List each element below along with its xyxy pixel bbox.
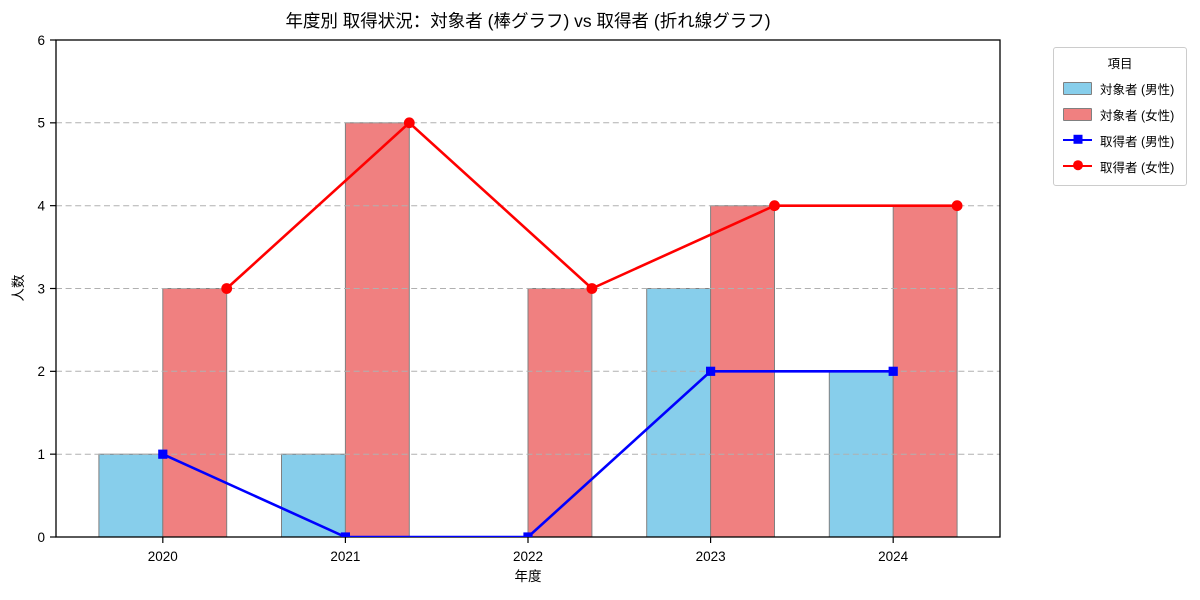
line-female-swatch xyxy=(1063,160,1092,173)
y-tick-label-6: 6 xyxy=(37,33,45,48)
x-tick-label-2024: 2024 xyxy=(878,549,909,564)
legend-title: 項目 xyxy=(1107,57,1133,71)
marker-0-2022 xyxy=(523,532,533,537)
marker-0-2024 xyxy=(888,366,898,376)
line-male-swatch xyxy=(1063,134,1092,147)
legend-label-bar-male: 対象者 (男性) xyxy=(1100,82,1175,97)
legend-item-line-female: 取得者 (女性) xyxy=(1054,153,1186,179)
circle-marker-icon xyxy=(1072,160,1083,171)
x-tick-label-2022: 2022 xyxy=(513,549,543,564)
legend-item-line-male: 取得者 (男性) xyxy=(1054,127,1186,153)
y-tick-label-1: 1 xyxy=(37,447,45,462)
bar-male-swatch xyxy=(1063,81,1092,95)
marker-1-2024 xyxy=(951,200,963,212)
y-tick-label-5: 5 xyxy=(37,116,45,131)
x-tick-label-2023: 2023 xyxy=(696,549,726,564)
x-axis-label: 年度 xyxy=(514,569,542,584)
y-axis-label: 人数 xyxy=(11,274,26,302)
legend-label-line-female: 取得者 (女性) xyxy=(1100,160,1175,175)
marker-0-2021 xyxy=(340,532,350,537)
y-tick-label-0: 0 xyxy=(37,530,45,545)
marker-1-2020 xyxy=(221,283,233,294)
bar-0-2020 xyxy=(98,453,164,538)
legend-label-line-male: 取得者 (男性) xyxy=(1100,134,1175,149)
bar-0-2023 xyxy=(646,288,712,538)
bar-1-2022 xyxy=(527,288,593,538)
bar-1-2020 xyxy=(162,288,228,538)
legend-item-bar-male: 対象者 (男性) xyxy=(1054,75,1186,101)
line-0 xyxy=(162,369,894,537)
legend-item-bar-female: 対象者 (女性) xyxy=(1054,101,1186,127)
y-tick-label-2: 2 xyxy=(37,364,45,379)
chart-title: 年度別 取得状況：対象者 (棒グラフ) vs 取得者 (折れ線グラフ) xyxy=(285,11,771,31)
marker-1-2023 xyxy=(769,200,780,212)
marker-1-2021 xyxy=(403,117,415,129)
bar-female-swatch xyxy=(1063,107,1092,121)
bar-1-2021 xyxy=(344,122,410,538)
marker-1-2022 xyxy=(586,283,598,294)
bar-0-2021 xyxy=(281,453,346,538)
y-tick-label-4: 4 xyxy=(37,198,45,213)
legend: 項目 対象者 (男性) 対象者 (女性) 取得者 (男性) 取得者 (女性) xyxy=(1053,47,1187,186)
marker-0-2023 xyxy=(706,366,716,376)
legend-label-bar-female: 対象者 (女性) xyxy=(1100,108,1175,123)
x-tick-label-2021: 2021 xyxy=(330,549,360,564)
y-tick-label-3: 3 xyxy=(37,281,45,296)
marker-0-2020 xyxy=(158,449,168,459)
x-tick-label-2020: 2020 xyxy=(148,549,178,564)
square-marker-icon xyxy=(1073,134,1082,144)
